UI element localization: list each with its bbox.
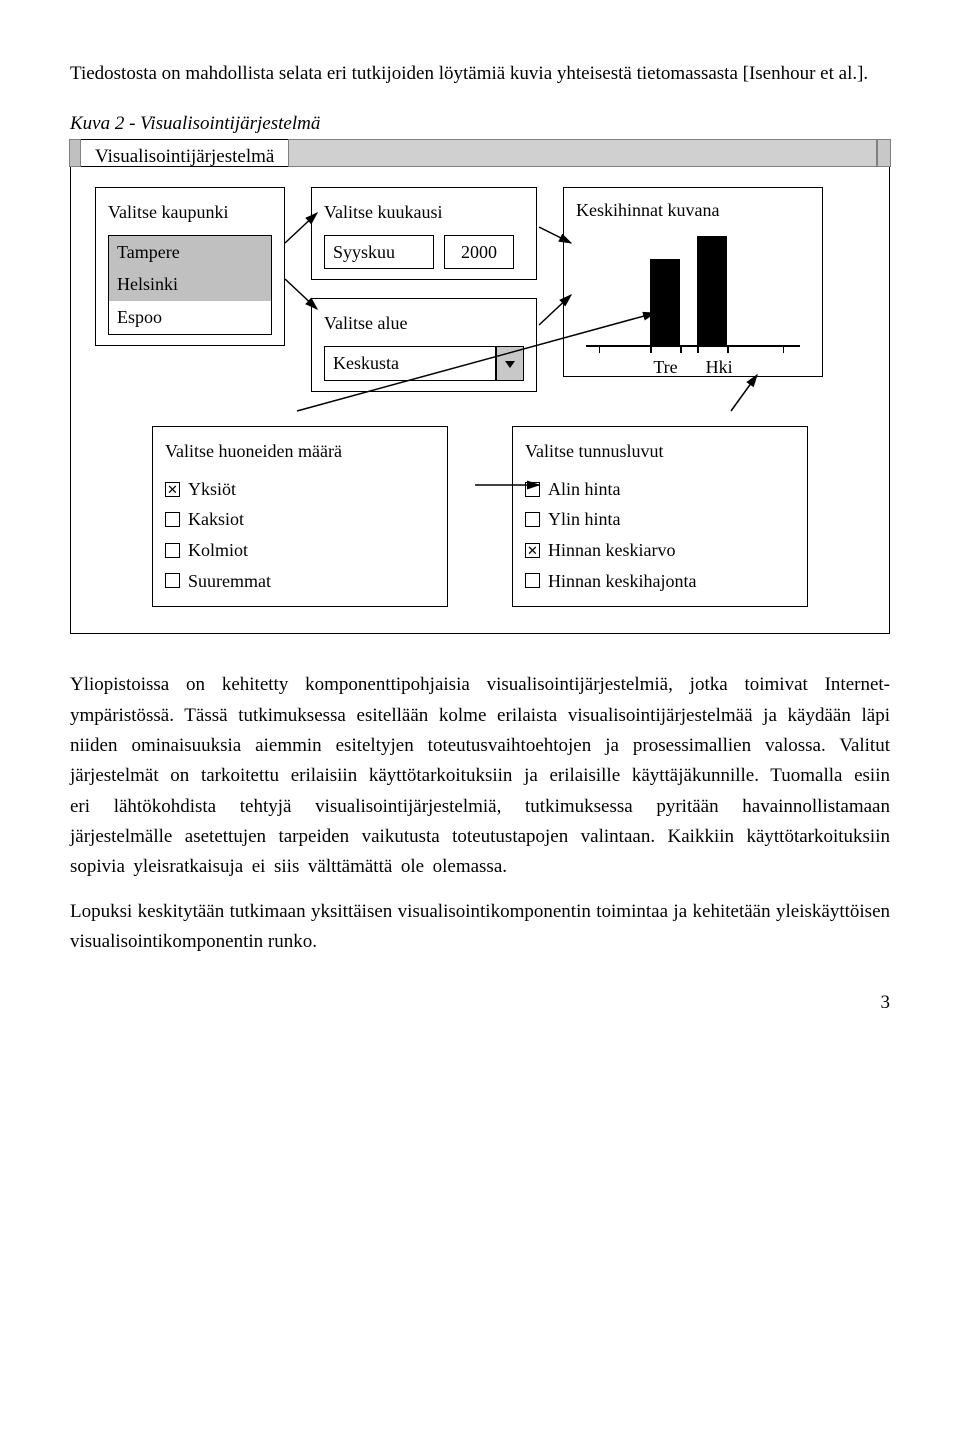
- checkbox-icon: [165, 573, 180, 588]
- stats-item[interactable]: Hinnan keskihajonta: [525, 566, 795, 597]
- rooms-item-label: Kaksiot: [188, 504, 244, 535]
- chart-bar-tre: [650, 259, 680, 345]
- checkbox-icon: ✕: [165, 482, 180, 497]
- stats-item[interactable]: Ylin hinta: [525, 504, 795, 535]
- chart-panel-label: Keskihinnat kuvana: [576, 196, 810, 225]
- month-panel: Valitse kuukausi Syyskuu 2000: [311, 187, 537, 281]
- city-item-espoo[interactable]: Espoo: [109, 301, 271, 334]
- system-window: Visualisointijärjestelmä Valitse kaupunk…: [70, 152, 890, 634]
- chart-axis-labels: Tre Hki: [576, 353, 810, 382]
- window-top-row: Valitse kaupunki Tampere Helsinki Espoo …: [95, 187, 865, 392]
- window-title-bar: Visualisointijärjestelmä: [69, 139, 891, 167]
- checkbox-icon: [525, 573, 540, 588]
- chart-area: [586, 229, 800, 347]
- chart-label-hki: Hki: [706, 353, 733, 382]
- rooms-item-label: Suuremmat: [188, 566, 271, 597]
- stats-item-label: Ylin hinta: [548, 504, 621, 535]
- window-bottom-row: Valitse huoneiden määrä ✕ Yksiöt Kaksiot…: [95, 426, 865, 607]
- stats-item-label: Hinnan keskiarvo: [548, 535, 675, 566]
- rooms-item[interactable]: Kolmiot: [165, 535, 435, 566]
- month-panel-label: Valitse kuukausi: [324, 198, 524, 227]
- stats-item-label: Alin hinta: [548, 474, 621, 505]
- checkbox-icon: [525, 482, 540, 497]
- checkbox-icon: ✕: [525, 543, 540, 558]
- month-field[interactable]: Syyskuu: [324, 235, 434, 270]
- city-panel: Valitse kaupunki Tampere Helsinki Espoo: [95, 187, 285, 346]
- stats-item[interactable]: ✕ Hinnan keskiarvo: [525, 535, 795, 566]
- area-panel: Valitse alue Keskusta: [311, 298, 537, 392]
- titlebar-segment: [288, 139, 877, 167]
- stats-panel: Valitse tunnusluvut Alin hinta Ylin hint…: [512, 426, 808, 607]
- area-dropdown-button[interactable]: [496, 346, 524, 381]
- page-number: 3: [70, 988, 890, 1018]
- city-listbox[interactable]: Tampere Helsinki Espoo: [108, 235, 272, 335]
- rooms-item[interactable]: ✕ Yksiöt: [165, 474, 435, 505]
- rooms-item[interactable]: Kaksiot: [165, 504, 435, 535]
- checkbox-icon: [165, 543, 180, 558]
- rooms-item[interactable]: Suuremmat: [165, 566, 435, 597]
- city-item-helsinki[interactable]: Helsinki: [109, 268, 271, 301]
- rooms-panel: Valitse huoneiden määrä ✕ Yksiöt Kaksiot…: [152, 426, 448, 607]
- month-area-column: Valitse kuukausi Syyskuu 2000 Valitse al…: [311, 187, 537, 392]
- stats-item-label: Hinnan keskihajonta: [548, 566, 696, 597]
- intro-paragraph: Tiedostosta on mahdollista selata eri tu…: [70, 59, 890, 89]
- chart-panel: Keskihinnat kuvana Tre Hki: [563, 187, 823, 377]
- chart-bar-hki: [697, 236, 727, 345]
- chart-label-tre: Tre: [653, 353, 677, 382]
- rooms-item-label: Yksiöt: [188, 474, 236, 505]
- checkbox-icon: [165, 512, 180, 527]
- body-paragraph-1: Yliopistoissa on kehitetty komponenttipo…: [70, 670, 890, 883]
- stats-panel-label: Valitse tunnusluvut: [525, 437, 795, 466]
- chevron-down-icon: [503, 359, 517, 369]
- window-title: Visualisointijärjestelmä: [81, 139, 288, 167]
- body-paragraph-2: Lopuksi keskitytään tutkimaan yksittäise…: [70, 897, 890, 958]
- area-panel-label: Valitse alue: [324, 309, 524, 338]
- figure-caption: Kuva 2 - Visualisointijärjestelmä: [70, 109, 890, 139]
- area-field[interactable]: Keskusta: [324, 346, 496, 381]
- stats-item[interactable]: Alin hinta: [525, 474, 795, 505]
- titlebar-segment: [877, 139, 891, 167]
- city-item-tampere[interactable]: Tampere: [109, 236, 271, 269]
- checkbox-icon: [525, 512, 540, 527]
- rooms-item-label: Kolmiot: [188, 535, 248, 566]
- titlebar-segment: [69, 139, 81, 167]
- city-panel-label: Valitse kaupunki: [108, 198, 272, 227]
- rooms-panel-label: Valitse huoneiden määrä: [165, 437, 435, 466]
- year-field[interactable]: 2000: [444, 235, 514, 270]
